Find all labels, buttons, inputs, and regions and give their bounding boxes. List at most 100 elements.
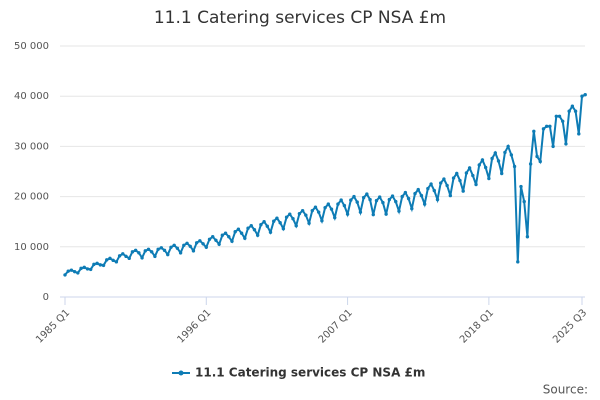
point: [304, 213, 308, 217]
point: [272, 219, 276, 223]
point: [275, 216, 279, 220]
point: [220, 233, 225, 237]
point: [554, 114, 559, 118]
point: [79, 266, 83, 271]
point: [422, 202, 427, 206]
point: [342, 203, 347, 208]
point: [493, 151, 497, 155]
point: [339, 198, 343, 202]
point: [467, 166, 472, 170]
point: [92, 262, 96, 267]
point: [528, 162, 533, 166]
y-tick-label: 0: [43, 292, 49, 303]
point: [259, 223, 263, 227]
point: [377, 195, 382, 199]
point: [111, 258, 115, 263]
point: [117, 254, 122, 258]
point: [140, 256, 144, 260]
point: [413, 191, 417, 196]
point: [297, 211, 302, 216]
point: [573, 109, 578, 113]
point: [358, 210, 363, 214]
point: [320, 218, 324, 223]
point: [166, 252, 170, 257]
point: [288, 212, 292, 216]
point: [137, 251, 141, 255]
point: [483, 165, 488, 170]
point: [69, 268, 74, 272]
point: [310, 208, 314, 213]
point: [336, 202, 340, 206]
point: [223, 231, 228, 235]
point: [108, 256, 112, 261]
point: [194, 241, 199, 245]
point: [500, 171, 504, 176]
point: [281, 227, 286, 231]
point: [352, 194, 356, 199]
point: [114, 260, 119, 264]
point: [150, 250, 154, 254]
point: [143, 249, 147, 253]
point: [255, 233, 260, 237]
point: [429, 182, 433, 186]
point: [384, 212, 388, 216]
point: [522, 199, 526, 204]
point: [191, 249, 196, 253]
point: [76, 271, 80, 275]
point: [95, 261, 99, 266]
point: [426, 186, 430, 191]
point: [564, 142, 568, 146]
point: [227, 235, 231, 239]
point: [538, 159, 542, 164]
point: [506, 144, 510, 149]
point: [374, 198, 379, 203]
point: [201, 242, 205, 246]
point: [570, 104, 575, 108]
point: [541, 127, 546, 131]
point: [544, 124, 549, 129]
point: [133, 248, 138, 253]
point: [105, 258, 109, 262]
point: [381, 200, 385, 205]
point: [88, 267, 93, 272]
point: [551, 144, 555, 149]
point: [291, 216, 295, 221]
point: [188, 244, 192, 248]
point: [278, 221, 282, 225]
point: [130, 250, 135, 254]
point: [368, 197, 372, 202]
legend-marker: [178, 370, 184, 376]
point: [345, 212, 350, 216]
point: [204, 245, 208, 250]
point: [561, 119, 565, 124]
point: [355, 200, 359, 204]
point: [451, 176, 456, 180]
point: [458, 178, 462, 183]
point: [323, 205, 327, 210]
point: [246, 226, 250, 230]
point: [525, 235, 530, 239]
point: [268, 230, 273, 234]
point: [365, 192, 369, 196]
y-tick-label: 10 000: [14, 242, 49, 253]
point: [211, 235, 215, 239]
point: [387, 197, 392, 202]
x-tick-label: 1985 Q1: [34, 307, 72, 345]
point: [503, 150, 507, 155]
point: [448, 193, 453, 198]
point: [284, 215, 289, 219]
point: [316, 210, 321, 214]
point: [333, 215, 337, 220]
point: [85, 267, 90, 271]
point: [580, 94, 584, 98]
point: [300, 208, 305, 213]
point: [185, 241, 189, 245]
point: [471, 173, 475, 178]
point: [403, 190, 408, 195]
point: [406, 196, 411, 201]
point: [239, 231, 244, 235]
x-tick-label: 2025 Q3: [551, 307, 589, 345]
point: [532, 129, 536, 134]
point: [121, 252, 125, 256]
point: [439, 181, 443, 185]
